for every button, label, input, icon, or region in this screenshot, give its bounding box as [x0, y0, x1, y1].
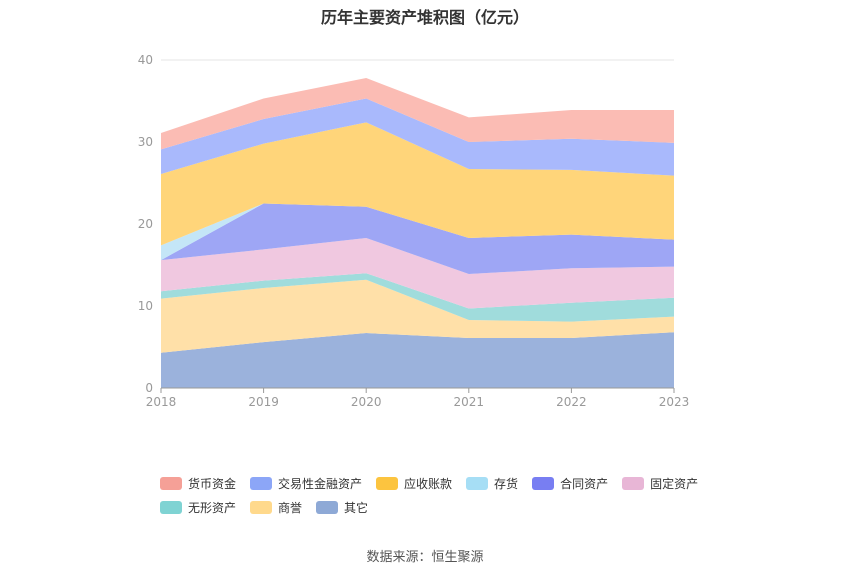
- area-series: [161, 203, 674, 275]
- area-series: [161, 332, 674, 388]
- area-series: [161, 98, 674, 176]
- y-tick-label: 40: [138, 53, 153, 67]
- area-series: [161, 237, 674, 309]
- x-tick-label: 2020: [351, 395, 382, 409]
- area-series: [161, 279, 674, 353]
- stacked-area-chart: 0 10 20 30 40 2018 2019 2020 2021 2022 2023: [138, 53, 690, 409]
- chart-title: 历年主要资产堆积图（亿元）: [320, 8, 529, 27]
- x-tick-label: 2019: [248, 395, 279, 409]
- legend-item[interactable]: 其它: [316, 498, 368, 516]
- legend-swatch: [250, 500, 273, 514]
- y-tick-label: 30: [138, 135, 153, 149]
- x-tick-label: 2018: [146, 395, 177, 409]
- y-tick-label: 10: [138, 299, 153, 313]
- x-tick-label: 2022: [556, 395, 587, 409]
- x-tick-label: 2021: [454, 395, 485, 409]
- legend-swatch: [160, 500, 182, 514]
- legend: 货币资金 交易性金融资产 应收账款 存货 合同资产 固定资产无形资产 商誉 其它: [160, 474, 720, 516]
- legend-item[interactable]: 货币资金: [160, 474, 236, 492]
- legend-label: 无形资产: [188, 500, 237, 515]
- y-tick-label: 20: [138, 217, 153, 231]
- legend-item[interactable]: 存货: [466, 474, 518, 492]
- x-tick-label: 2023: [659, 395, 690, 409]
- y-tick-label: 0: [145, 381, 153, 395]
- legend-label: 商誉: [278, 500, 303, 515]
- legend-label: 合同资产: [560, 476, 609, 491]
- legend-label: 货币资金: [188, 476, 237, 491]
- legend-item[interactable]: 应收账款: [376, 474, 452, 492]
- legend-label: 应收账款: [404, 476, 453, 491]
- legend-label: 固定资产: [650, 476, 699, 491]
- legend-swatch: [160, 476, 182, 490]
- legend-swatch: [250, 476, 273, 490]
- legend-label: 其它: [344, 500, 369, 515]
- legend-label: 存货: [494, 476, 519, 491]
- legend-item[interactable]: 商誉: [250, 498, 302, 516]
- area-series: [161, 273, 674, 322]
- legend-swatch: [622, 476, 645, 490]
- legend-label: 交易性金融资产: [278, 476, 363, 491]
- legend-item[interactable]: 交易性金融资产: [250, 474, 362, 492]
- legend-item[interactable]: 合同资产: [532, 474, 608, 492]
- legend-swatch: [376, 476, 399, 490]
- legend-swatch: [316, 500, 339, 514]
- area-series: [161, 122, 674, 246]
- legend-item[interactable]: 无形资产: [160, 498, 236, 516]
- legend-swatch: [466, 476, 489, 490]
- legend-item[interactable]: 固定资产: [622, 474, 698, 492]
- legend-swatch: [532, 476, 555, 490]
- data-source: 数据来源：恒生聚源: [366, 550, 484, 565]
- area-series: [161, 78, 674, 150]
